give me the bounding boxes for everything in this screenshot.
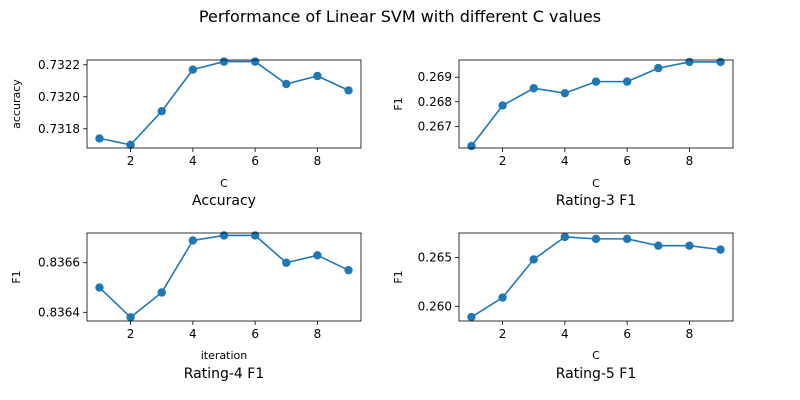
data-point	[126, 313, 135, 322]
data-point	[529, 84, 538, 93]
y-tick-label: 0.7320	[38, 90, 80, 104]
x-tick-label: 8	[314, 327, 322, 341]
subplot-title: Accuracy	[192, 193, 256, 209]
data-point	[716, 245, 725, 254]
x-tick-label: 2	[127, 327, 135, 341]
subplot-title: Rating-5 F1	[556, 366, 637, 382]
subplot-title: Rating-4 F1	[184, 366, 265, 382]
subplot-rating-3-f1: C F1 Rating-3 F1 2 4 6 8 0.267 0.268 0.269	[392, 57, 734, 209]
data-point	[622, 234, 632, 244]
data-point	[591, 77, 601, 86]
series-line	[99, 60, 349, 146]
data-point	[282, 79, 291, 89]
data-point	[560, 232, 570, 242]
axes-frame	[86, 232, 362, 322]
y-axis-label: F1	[392, 97, 405, 110]
subplot-accuracy: C accuracy Accuracy 2 4 6 8 0.7318 0.7320 0.73…	[10, 57, 362, 209]
axes-frame	[458, 232, 734, 322]
y-axis-label: accuracy	[10, 79, 23, 129]
data-point	[126, 140, 135, 149]
x-tick-label: 6	[251, 327, 259, 341]
x-tick-label: 2	[499, 154, 507, 168]
data-point	[529, 255, 538, 264]
subplot-title: Rating-3 F1	[556, 193, 637, 209]
y-tick-label: 0.8366	[38, 256, 80, 270]
axes-frame	[86, 59, 362, 149]
x-tick-label: 6	[251, 154, 259, 168]
x-tick-label: 6	[623, 154, 631, 168]
data-point	[313, 251, 322, 260]
y-tick-label: 0.265	[418, 250, 452, 264]
x-tick-label: 8	[314, 154, 322, 168]
data-point	[313, 71, 322, 81]
x-tick-label: 2	[127, 154, 135, 168]
x-tick-label: 2	[499, 327, 507, 341]
data-point	[467, 141, 476, 151]
data-point	[188, 236, 198, 245]
data-point	[219, 57, 229, 66]
x-tick-label: 4	[189, 154, 197, 168]
y-tick-label: 0.8364	[38, 305, 80, 319]
data-point	[157, 288, 166, 297]
y-tick-label: 0.269	[418, 70, 452, 84]
x-tick-label: 6	[623, 327, 631, 341]
x-axis-label: C	[592, 177, 600, 190]
data-point	[250, 231, 260, 240]
data-point	[685, 57, 694, 67]
data-point	[95, 283, 104, 292]
data-point	[282, 258, 291, 267]
x-tick-label: 8	[686, 154, 694, 168]
x-tick-label: 4	[561, 154, 569, 168]
data-point	[498, 101, 507, 110]
y-tick-label: 0.260	[418, 299, 452, 313]
x-axis-label: C	[220, 177, 228, 190]
y-tick-label: 0.7322	[38, 58, 80, 72]
x-tick-label: 8	[686, 327, 694, 341]
y-tick-label: 0.268	[418, 95, 452, 109]
x-tick-label: 4	[189, 327, 197, 341]
data-point	[560, 88, 570, 98]
data-point	[654, 63, 663, 73]
y-axis-label: F1	[10, 270, 23, 283]
data-point	[344, 265, 353, 275]
data-point	[467, 312, 476, 322]
data-point	[219, 231, 229, 240]
data-point	[498, 293, 507, 302]
x-tick-label: 4	[561, 327, 569, 341]
series-line	[471, 236, 721, 318]
y-tick-label: 0.267	[418, 119, 452, 133]
data-point	[188, 65, 198, 74]
data-point	[716, 57, 725, 67]
subplot-rating-4-f1: iteration F1 Rating-4 F1 2 4 6 8 0.8364 0.836…	[10, 231, 362, 382]
axes-frame	[458, 59, 734, 149]
y-tick-label: 0.7318	[38, 122, 80, 136]
data-point	[157, 107, 166, 116]
x-axis-label: iteration	[201, 349, 247, 362]
figure-title: Performance of Linear SVM with different…	[199, 7, 601, 26]
x-axis-label: C	[592, 349, 600, 362]
data-point	[622, 77, 632, 86]
data-point	[95, 134, 104, 143]
series-line	[470, 61, 721, 147]
subplot-rating-5-f1: C F1 Rating-5 F1 2 4 6 8 0.260 0.265	[392, 232, 734, 382]
data-point	[654, 241, 663, 250]
data-point	[685, 241, 694, 250]
series-line	[98, 234, 349, 319]
y-axis-label: F1	[392, 270, 405, 283]
data-point	[344, 86, 353, 95]
data-point	[591, 234, 601, 244]
data-point	[250, 57, 260, 66]
